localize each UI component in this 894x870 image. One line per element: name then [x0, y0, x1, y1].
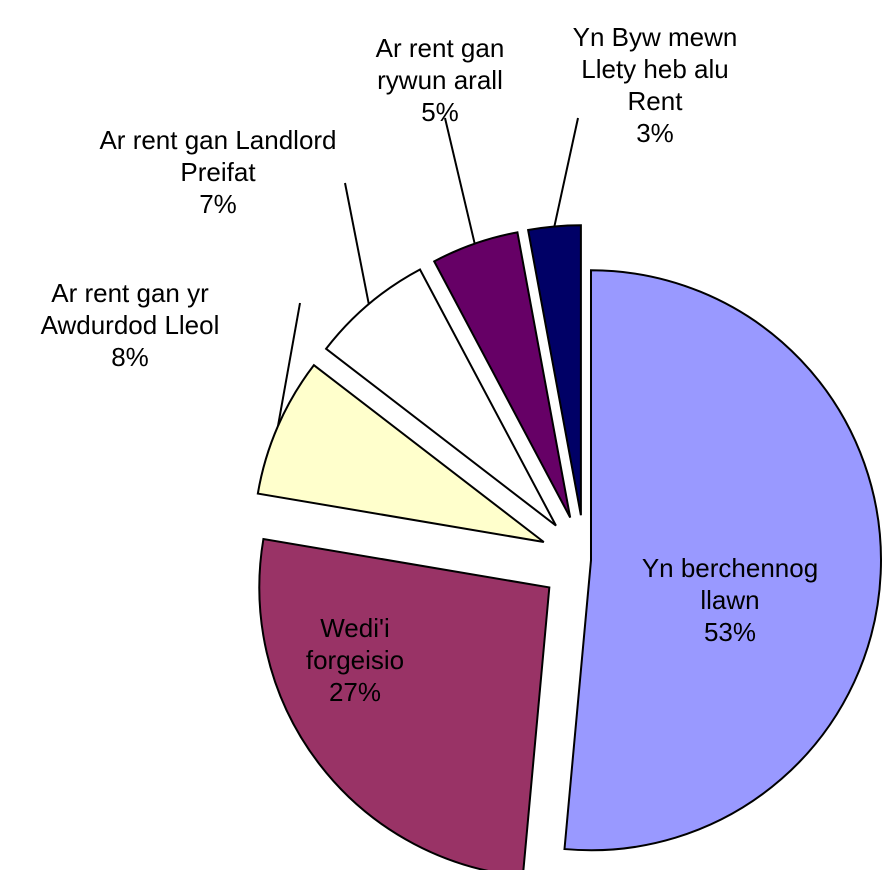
- slice-value: 27%: [328, 677, 382, 707]
- slice-name: Ar rent gan Landlord Preifat: [99, 125, 337, 187]
- slice-value: 3%: [636, 118, 674, 148]
- slice-label: Yn Byw mewn Llety heb alu Rent 3%: [570, 21, 740, 149]
- slice-value: 53%: [703, 617, 757, 647]
- slice-value: 7%: [199, 189, 237, 219]
- leader-line: [553, 117, 579, 227]
- slice-value: 5%: [421, 97, 459, 127]
- slice-label: Ar rent gan yr Awdurdod Lleol 8%: [5, 277, 255, 373]
- slice-name: Wedi'i forgeisio: [305, 613, 405, 675]
- leader-line: [444, 117, 476, 244]
- pie-slice: [256, 363, 545, 543]
- leader-line: [277, 302, 301, 427]
- slice-label: Ar rent gan rywun arall 5%: [340, 32, 540, 128]
- slice-label: Ar rent gan Landlord Preifat 7%: [93, 124, 343, 220]
- slice-value: 8%: [111, 342, 149, 372]
- pie-slice: [432, 231, 572, 518]
- pie-slice: [324, 268, 557, 527]
- slice-name: Yn Byw mewn Llety heb alu Rent: [572, 22, 738, 116]
- pie-slice: [258, 537, 551, 870]
- pie-slice: [563, 269, 882, 852]
- slice-name: Ar rent gan rywun arall: [375, 33, 505, 95]
- slice-name: Yn berchennog llawn: [641, 553, 819, 615]
- leader-line: [344, 182, 370, 305]
- slice-label: Wedi'i forgeisio 27%: [275, 612, 435, 708]
- slice-label: Yn berchennog llawn 53%: [630, 552, 830, 648]
- slice-name: Ar rent gan yr Awdurdod Lleol: [40, 278, 220, 340]
